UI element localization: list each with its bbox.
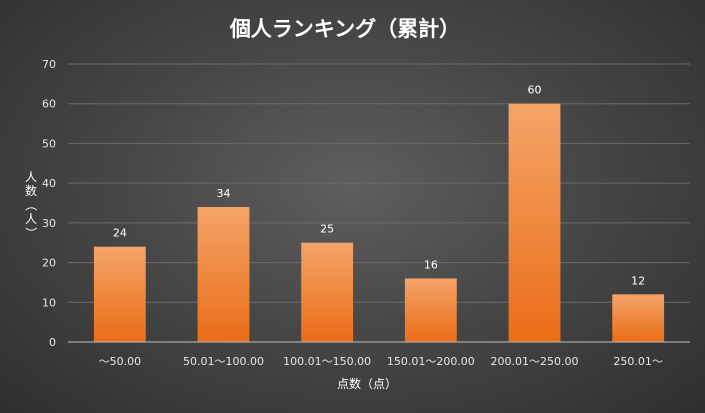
x-category-label: 250.01〜 bbox=[613, 355, 663, 368]
bar bbox=[612, 294, 665, 342]
data-label: 16 bbox=[424, 258, 438, 271]
y-axis-title-char: （ bbox=[24, 199, 38, 211]
x-category-label: 150.01〜200.00 bbox=[387, 355, 475, 368]
y-tick-label: 40 bbox=[42, 177, 56, 190]
y-axis-title-char: 数 bbox=[25, 183, 37, 198]
y-tick-label: 50 bbox=[42, 137, 56, 150]
data-label: 25 bbox=[320, 223, 334, 236]
bar bbox=[508, 103, 561, 342]
bar bbox=[404, 278, 457, 342]
y-axis-ticks: 0 10 20 30 40 50 60 70 bbox=[42, 58, 56, 349]
x-category-label: 200.01〜250.00 bbox=[491, 355, 579, 368]
chart-title: 個人ランキング（累計） bbox=[229, 17, 460, 41]
y-axis-title-char: 人 bbox=[25, 212, 37, 226]
x-category-label: 100.01〜150.00 bbox=[283, 355, 371, 368]
x-axis-title: 点数（点） bbox=[337, 376, 397, 391]
y-axis-title-char: 人 bbox=[25, 170, 37, 184]
y-tick-label: 70 bbox=[42, 58, 56, 71]
bar bbox=[93, 246, 146, 342]
y-tick-label: 20 bbox=[42, 257, 56, 270]
data-label: 12 bbox=[631, 274, 645, 287]
y-axis-title: 人数（人） bbox=[24, 170, 38, 239]
y-axis-title-char: ） bbox=[24, 227, 38, 239]
x-category-label: 50.01〜100.00 bbox=[183, 355, 264, 368]
data-label: 24 bbox=[113, 227, 127, 240]
data-label: 34 bbox=[217, 187, 231, 200]
y-tick-label: 0 bbox=[49, 336, 56, 349]
y-tick-label: 30 bbox=[42, 217, 56, 230]
data-label: 60 bbox=[528, 84, 542, 97]
x-category-label: 〜50.00 bbox=[99, 355, 142, 368]
bar bbox=[301, 242, 354, 342]
x-axis-categories: 〜50.00 50.01〜100.00 100.01〜150.00 150.01〜20… bbox=[99, 355, 663, 368]
data-labels: 24 34 25 16 60 12 bbox=[113, 84, 645, 288]
y-tick-label: 60 bbox=[42, 98, 56, 111]
gridlines bbox=[68, 63, 690, 303]
bar bbox=[197, 206, 250, 342]
y-tick-label: 10 bbox=[42, 296, 56, 309]
bars bbox=[93, 103, 665, 342]
